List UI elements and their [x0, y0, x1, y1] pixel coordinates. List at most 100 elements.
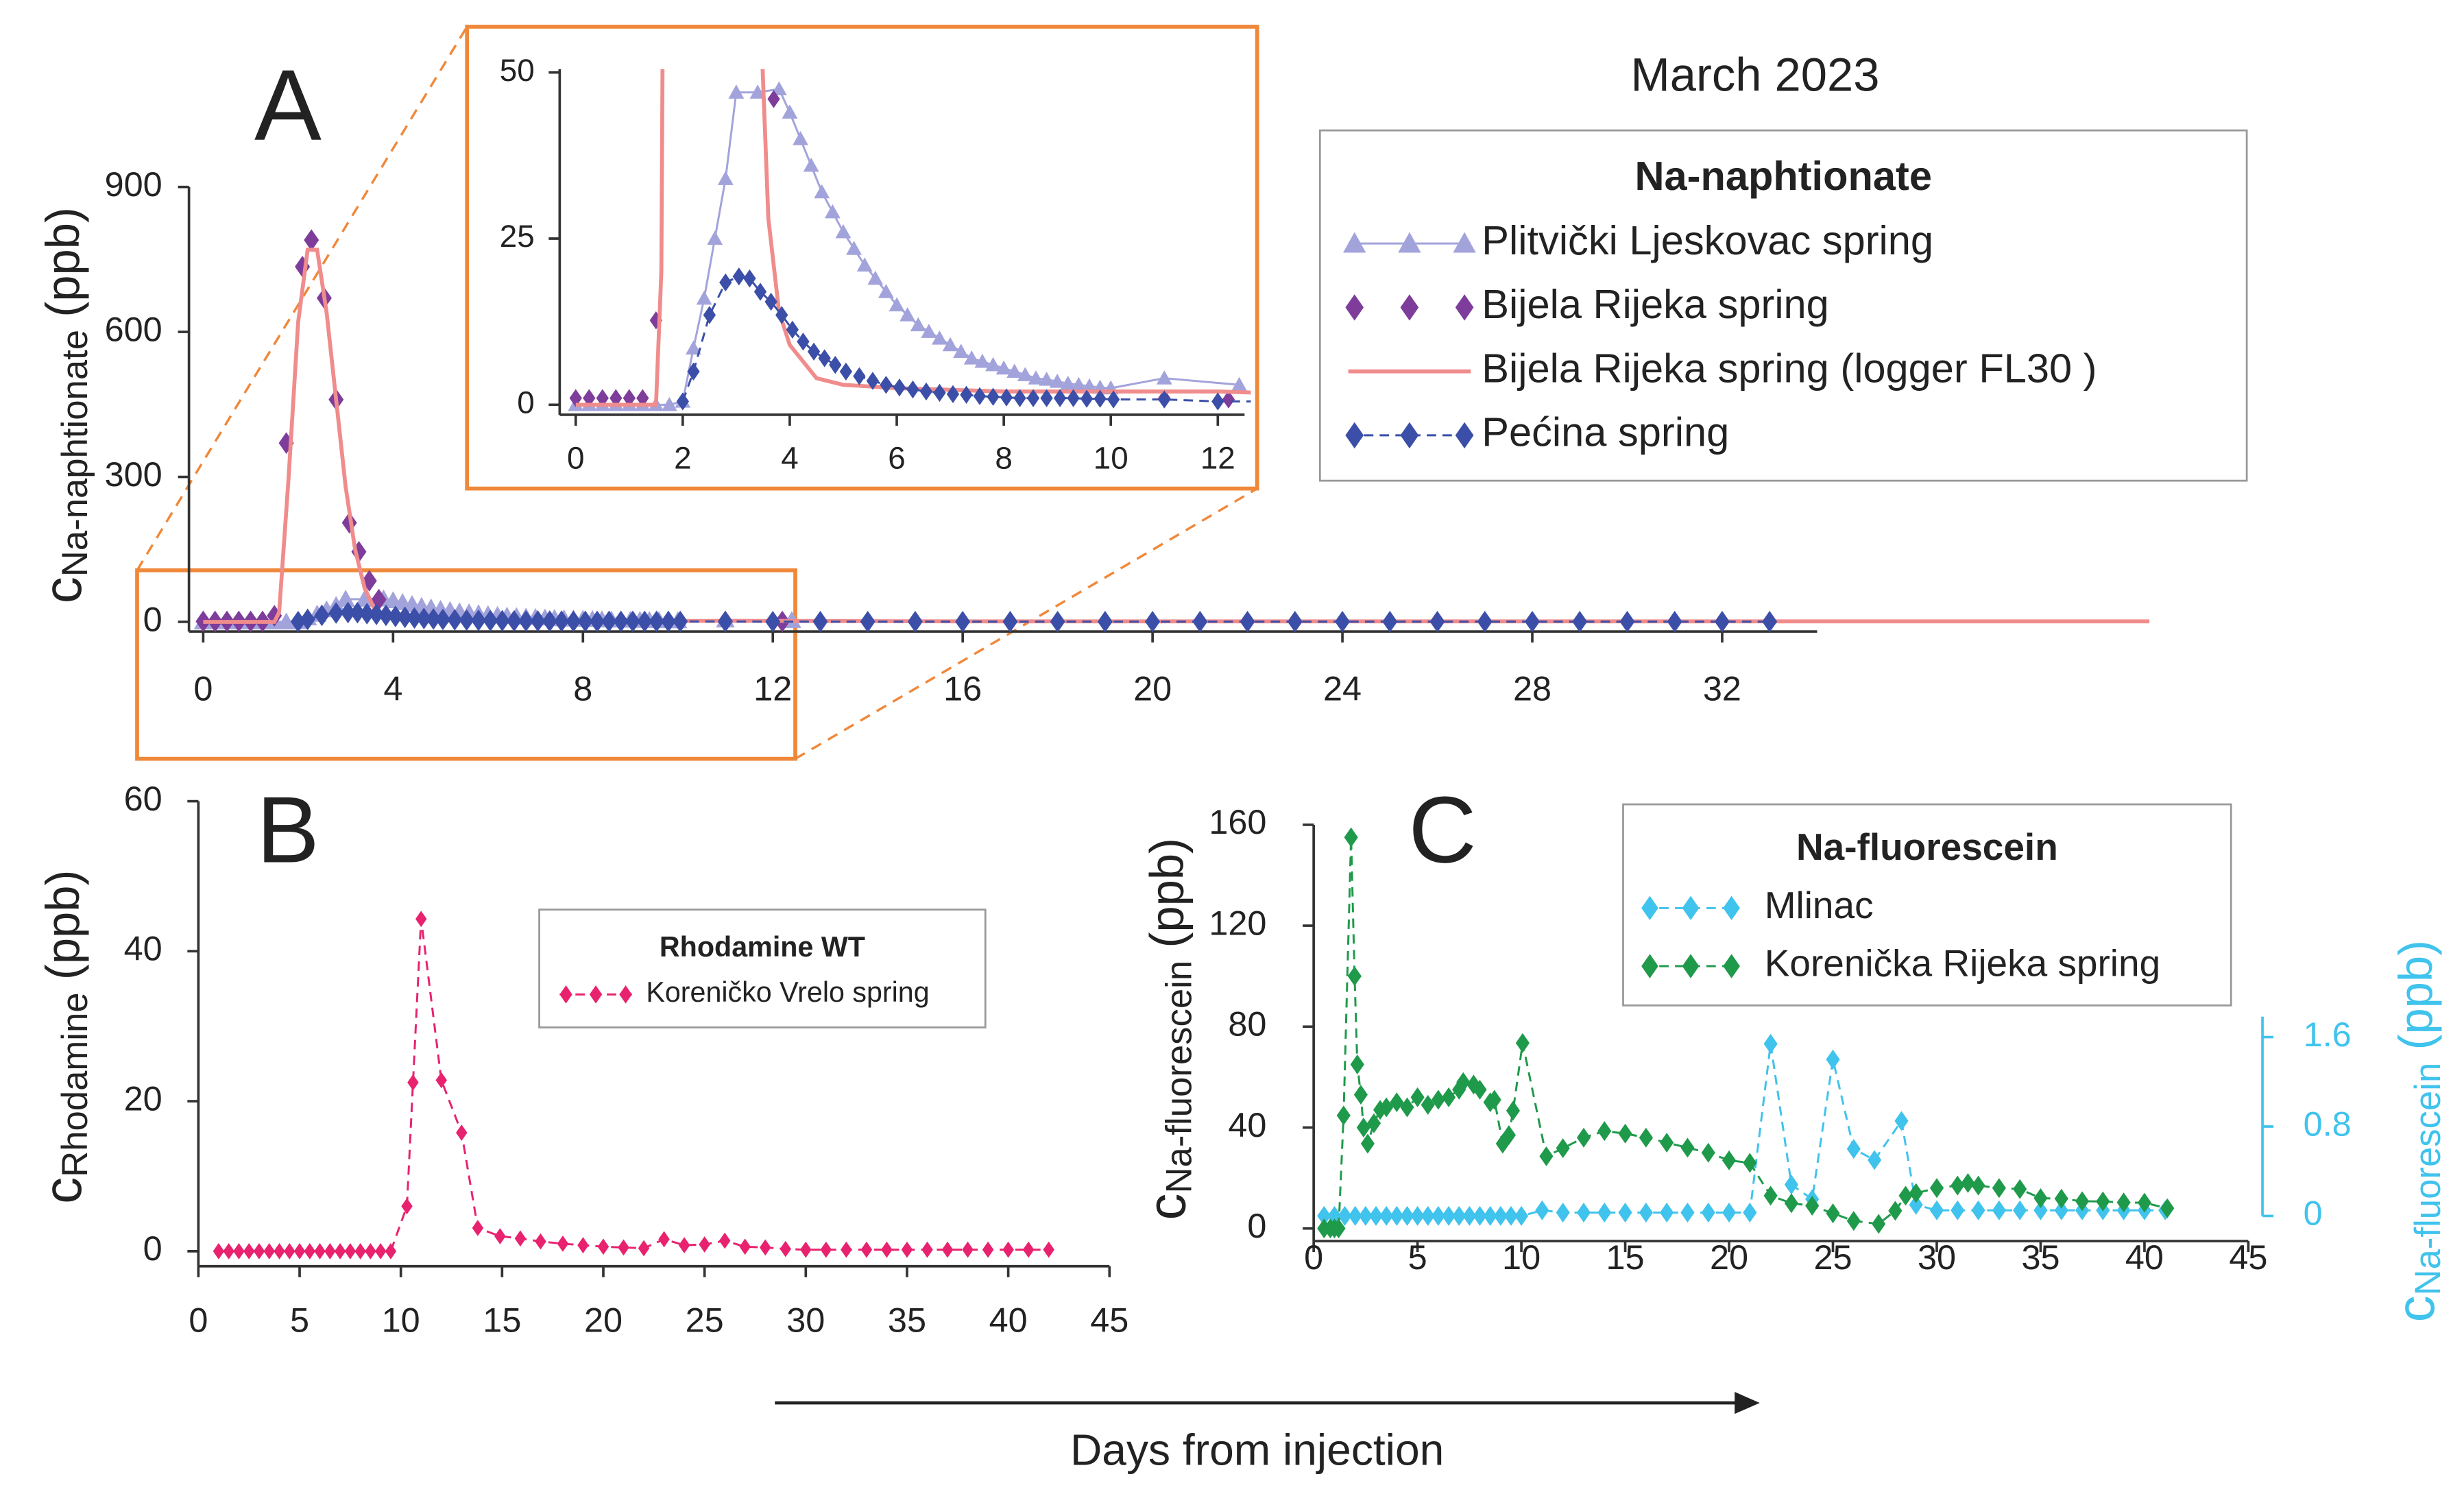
data-point [1028, 370, 1044, 385]
data-point [703, 306, 716, 324]
x-tick-label: 10 [382, 1301, 420, 1340]
data-point [1431, 1089, 1445, 1110]
data-point [2033, 1188, 2048, 1209]
x-tick-label: 0 [189, 1301, 208, 1340]
data-point [1872, 1214, 1886, 1234]
data-point [1000, 388, 1013, 407]
data-point [2096, 1191, 2110, 1212]
data-point [300, 608, 315, 631]
y-tick-label: 160 [1209, 802, 1266, 841]
data-point [1506, 1100, 1521, 1121]
x-tick-label: 0 [567, 440, 584, 475]
data-point [1410, 1087, 1425, 1107]
data-point [472, 1220, 484, 1236]
data-point [344, 1242, 357, 1260]
legend-box [1318, 129, 2248, 482]
x-tick-label: 35 [2021, 1238, 2060, 1277]
data-point [1462, 1205, 1477, 1226]
data-point [223, 1242, 234, 1260]
legend-label: Mlinac [1765, 884, 1874, 926]
data-point [775, 306, 788, 324]
data-point [860, 1241, 873, 1258]
data-point [1909, 1194, 1923, 1215]
data-point [1466, 1074, 1481, 1095]
data-point [274, 1242, 285, 1260]
y-tick-label: 80 [1228, 1004, 1266, 1044]
data-point [1894, 1111, 1909, 1131]
data-point [889, 297, 905, 312]
legend-marker [559, 985, 572, 1004]
data-point [518, 610, 534, 632]
data-point [658, 1231, 670, 1248]
y-tick-label: 0 [143, 1229, 162, 1268]
data-point [397, 606, 413, 629]
data-point [324, 1242, 336, 1260]
data-point [1743, 1153, 1757, 1173]
data-point [1335, 610, 1351, 633]
x-tick-label: 6 [888, 440, 905, 475]
data-point [899, 307, 916, 322]
legend-label: Koreničko Vrelo spring [646, 976, 929, 1008]
data-point [846, 241, 862, 255]
y-tick-label: 300 [105, 455, 162, 494]
data-point [1535, 1200, 1549, 1220]
data-point [253, 1242, 265, 1260]
data-point [1722, 1203, 1737, 1223]
data-point [1347, 966, 1362, 987]
data-point [1356, 1117, 1370, 1137]
data-point [1421, 1094, 1435, 1115]
data-point [1660, 1133, 1674, 1153]
data-point [1763, 1185, 1778, 1206]
data-point [314, 1242, 326, 1260]
data-point [2160, 1198, 2175, 1218]
data-point [1487, 1089, 1501, 1110]
x-tick-label: 45 [2229, 1238, 2267, 1277]
legend-label: Korenička Rijeka spring [1765, 942, 2160, 985]
data-point [1287, 610, 1303, 633]
x-tick-label: 28 [1513, 669, 1551, 708]
data-point [609, 389, 623, 407]
legend-marker [1398, 232, 1421, 253]
x-tick-label: 2 [674, 440, 691, 475]
data-point [910, 317, 926, 332]
data-point [933, 383, 946, 402]
data-point [613, 610, 629, 633]
data-point [835, 224, 851, 239]
data-point [974, 353, 991, 368]
data-point [1826, 1049, 1840, 1070]
data-point [1431, 1205, 1445, 1226]
legend-marker [619, 985, 632, 1004]
data-point [596, 389, 609, 407]
data-point [1156, 370, 1172, 385]
data-point [1950, 1175, 1965, 1196]
y-tick-label: 0 [143, 599, 162, 638]
figure-title: March 2023 [1631, 49, 1880, 101]
data-point [1971, 1175, 1985, 1196]
zoom-connector [136, 26, 468, 571]
data-point [878, 284, 894, 298]
data-point [374, 1242, 387, 1260]
legend-title: Rhodamine WT [660, 931, 865, 963]
y2-tick-label: 1.6 [2304, 1015, 2352, 1054]
data-point [820, 1241, 832, 1258]
data-point [1971, 1200, 1985, 1220]
data-point [1503, 1205, 1519, 1226]
x-tick-label: 45 [1090, 1301, 1128, 1340]
data-point [2137, 1192, 2152, 1213]
data-point [1576, 1127, 1591, 1148]
data-point [340, 601, 356, 624]
legend-marker [589, 985, 603, 1004]
data-point [1080, 389, 1094, 408]
axis-label: cNa-fluorescein (ppb) [2385, 940, 2448, 1322]
label-unit: (ppb) [1141, 838, 1194, 948]
data-point [728, 84, 745, 99]
x-tick-label: 8 [995, 440, 1012, 475]
data-point [921, 324, 937, 338]
data-point [1017, 367, 1033, 381]
data-point [514, 1230, 527, 1247]
data-point [304, 229, 319, 251]
y-tick-label: 40 [1228, 1105, 1266, 1144]
data-point [597, 1238, 609, 1255]
